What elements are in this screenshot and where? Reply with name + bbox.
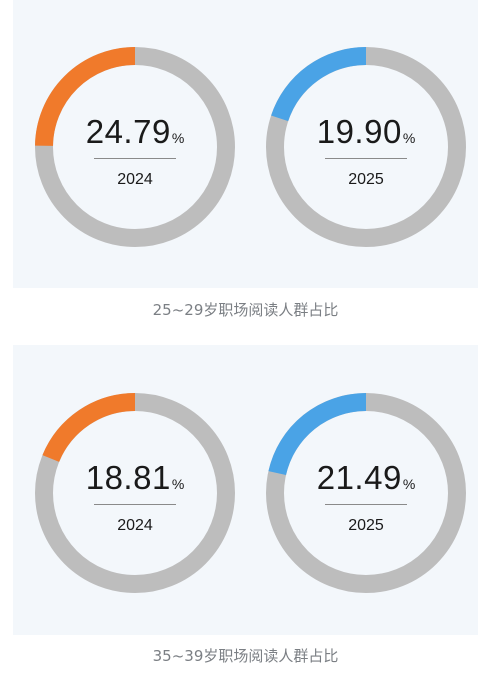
donut-arc-2024 xyxy=(35,47,136,147)
donut-center: 19.90% 2025 xyxy=(266,47,466,247)
divider-line xyxy=(94,504,176,505)
donut-center: 24.79% 2024 xyxy=(35,47,235,247)
donut-arc-2025 xyxy=(271,47,367,122)
value-number: 18.81 xyxy=(85,459,171,496)
donut-center: 18.81% 2024 xyxy=(35,393,235,593)
donut-2024-age-35-39: 18.81% 2024 xyxy=(35,393,235,593)
divider-line xyxy=(325,504,407,505)
value-number: 24.79 xyxy=(85,113,171,150)
value-label: 24.79% xyxy=(35,113,235,151)
percent-unit: % xyxy=(171,130,185,146)
year-label: 2025 xyxy=(348,517,384,534)
donut-center: 21.49% 2025 xyxy=(266,393,466,593)
value-label: 19.90% xyxy=(266,113,466,151)
percent-unit: % xyxy=(171,476,185,492)
year-label: 2025 xyxy=(348,171,384,188)
value-label: 21.49% xyxy=(266,459,466,497)
value-number: 21.49 xyxy=(316,459,402,496)
year-label: 2024 xyxy=(117,517,153,534)
year-label: 2024 xyxy=(117,171,153,188)
value-label: 18.81% xyxy=(35,459,235,497)
chart-caption-25-29: 25~29岁职场阅读人群占比 xyxy=(152,301,339,319)
divider-line xyxy=(94,158,176,159)
value-number: 19.90 xyxy=(316,113,402,150)
donut-2025-age-25-29: 19.90% 2025 xyxy=(266,47,466,247)
donut-arc-2025 xyxy=(268,393,367,476)
divider-line xyxy=(325,158,407,159)
donut-svg xyxy=(35,393,235,593)
donut-2024-age-25-29: 24.79% 2024 xyxy=(35,47,235,247)
donut-svg xyxy=(35,47,235,247)
donut-arc-2024 xyxy=(42,393,136,463)
percent-unit: % xyxy=(402,476,416,492)
donut-2025-age-35-39: 21.49% 2025 xyxy=(266,393,466,593)
percent-unit: % xyxy=(402,130,416,146)
donut-svg xyxy=(266,47,466,247)
donut-svg xyxy=(266,393,466,593)
chart-caption-35-39: 35~39岁职场阅读人群占比 xyxy=(152,647,339,665)
